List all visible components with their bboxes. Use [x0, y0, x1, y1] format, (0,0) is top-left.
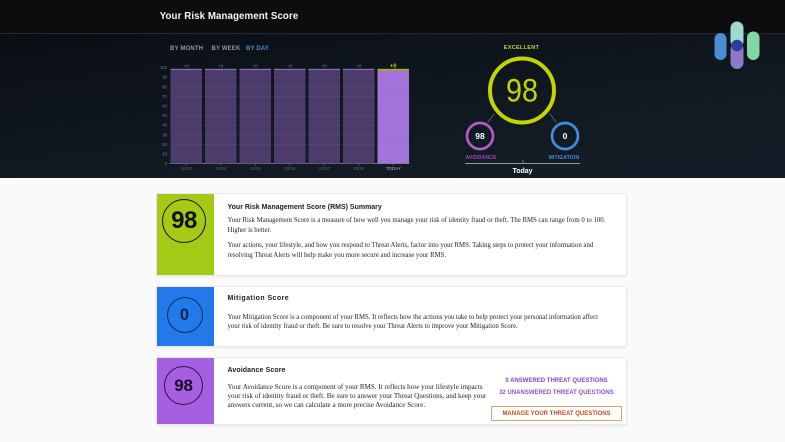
svg-text:+0: +0 [253, 63, 259, 68]
svg-text:Today: Today [512, 168, 532, 175]
svg-text:BY DAY: BY DAY [246, 46, 269, 52]
svg-text:10/23: 10/23 [181, 166, 193, 171]
svg-text:98: 98 [506, 73, 538, 109]
svg-text:+0: +0 [218, 63, 224, 68]
svg-text:0: 0 [165, 161, 168, 166]
svg-text:40: 40 [162, 123, 167, 128]
svg-text:+0: +0 [287, 63, 293, 68]
svg-text:98: 98 [475, 131, 485, 141]
svg-text:30: 30 [162, 132, 167, 137]
svg-text:+0: +0 [356, 63, 362, 68]
svg-text:10/28: 10/28 [353, 166, 365, 171]
svg-text:10/24: 10/24 [215, 166, 227, 171]
svg-text:+0: +0 [184, 63, 190, 68]
svg-text:10: 10 [162, 152, 167, 157]
svg-text:70: 70 [162, 94, 167, 99]
svg-text:0: 0 [563, 131, 568, 141]
svg-text:AVOIDANCE: AVOIDANCE [466, 155, 497, 161]
svg-text:BY MONTH: BY MONTH [170, 46, 203, 52]
svg-text:10/25: 10/25 [250, 166, 262, 171]
svg-text:80: 80 [162, 84, 167, 89]
svg-text:10/26: 10/26 [284, 166, 296, 171]
svg-text:+0: +0 [390, 63, 396, 69]
svg-text:EXCELLENT: EXCELLENT [504, 45, 540, 51]
svg-text:100: 100 [160, 65, 168, 70]
svg-text:50: 50 [162, 113, 167, 118]
svg-text:BY WEEK: BY WEEK [212, 46, 241, 52]
svg-text:10/27: 10/27 [319, 166, 331, 171]
svg-text:MITIGATION: MITIGATION [549, 155, 580, 161]
svg-text:TODAY: TODAY [386, 166, 401, 171]
svg-text:60: 60 [162, 104, 167, 109]
svg-text:20: 20 [162, 142, 167, 147]
svg-text:90: 90 [162, 75, 167, 80]
svg-text:Your Risk Management Score: Your Risk Management Score [160, 11, 299, 22]
svg-text:+0: +0 [322, 63, 328, 68]
